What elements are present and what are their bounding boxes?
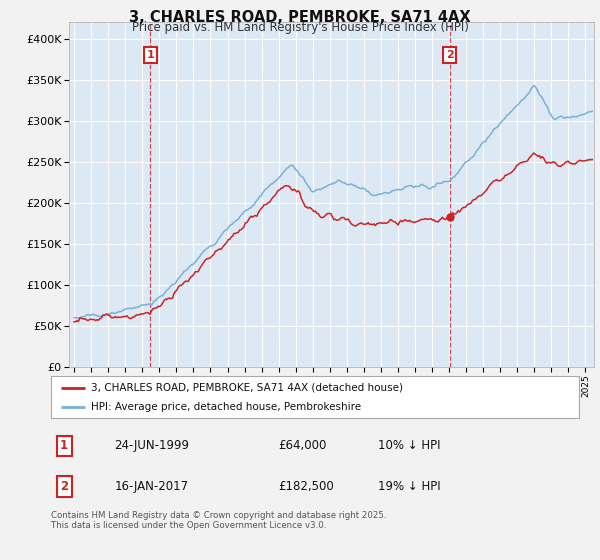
Text: 10% ↓ HPI: 10% ↓ HPI (379, 440, 441, 452)
Text: 2: 2 (446, 50, 454, 60)
Text: Price paid vs. HM Land Registry's House Price Index (HPI): Price paid vs. HM Land Registry's House … (131, 21, 469, 34)
Text: £64,000: £64,000 (278, 440, 326, 452)
Text: £182,500: £182,500 (278, 480, 334, 493)
Text: Contains HM Land Registry data © Crown copyright and database right 2025.
This d: Contains HM Land Registry data © Crown c… (51, 511, 386, 530)
Text: 1: 1 (146, 50, 154, 60)
Text: 1: 1 (60, 440, 68, 452)
Text: 19% ↓ HPI: 19% ↓ HPI (379, 480, 441, 493)
Text: 2: 2 (60, 480, 68, 493)
Text: HPI: Average price, detached house, Pembrokeshire: HPI: Average price, detached house, Pemb… (91, 402, 361, 412)
Text: 3, CHARLES ROAD, PEMBROKE, SA71 4AX (detached house): 3, CHARLES ROAD, PEMBROKE, SA71 4AX (det… (91, 382, 403, 393)
Text: 24-JUN-1999: 24-JUN-1999 (115, 440, 190, 452)
Text: 16-JAN-2017: 16-JAN-2017 (115, 480, 188, 493)
Text: 3, CHARLES ROAD, PEMBROKE, SA71 4AX: 3, CHARLES ROAD, PEMBROKE, SA71 4AX (129, 10, 471, 25)
